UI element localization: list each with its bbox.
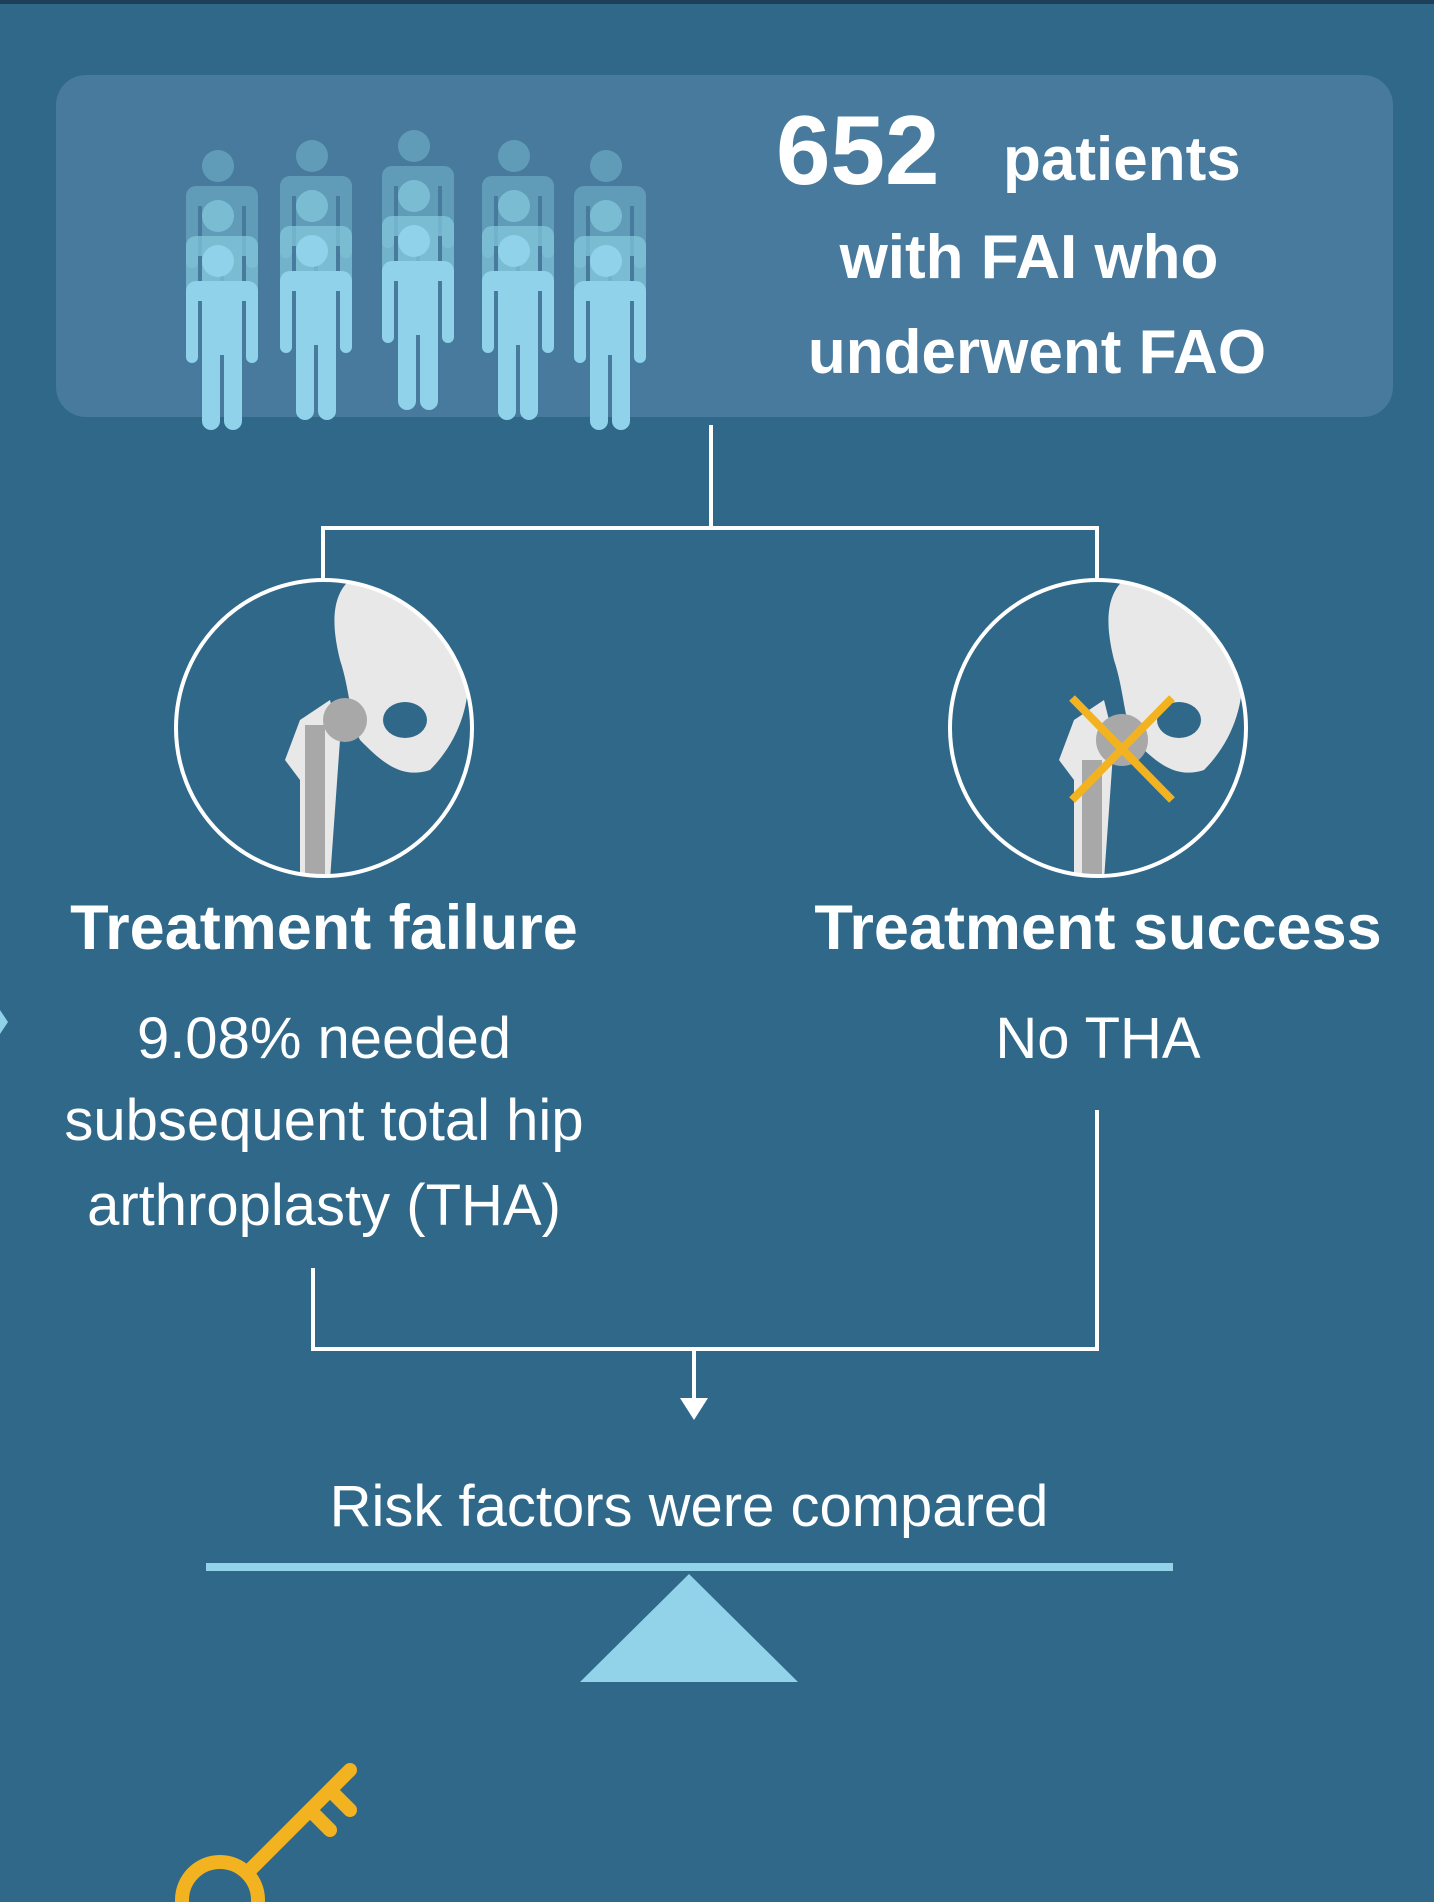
- balance-beam: [206, 1563, 1173, 1571]
- arrow-head: [680, 1398, 708, 1420]
- balance-fulcrum: [580, 1574, 798, 1682]
- branch-text: 9.08% needed: [137, 1006, 511, 1071]
- header-line: underwent FAO: [808, 318, 1266, 387]
- hip-success-icon: [950, 570, 1246, 885]
- infographic: 652 patients with FAI who underwent FAO …: [0, 0, 1434, 1902]
- result-text: Risk factors were compared: [330, 1474, 1049, 1539]
- branch-title: Treatment failure: [70, 893, 578, 963]
- patient-count: 652: [776, 95, 940, 205]
- branch-text: arthroplasty (THA): [87, 1173, 561, 1238]
- branch-title: Treatment success: [814, 893, 1381, 963]
- patient-unit: patients: [1003, 125, 1241, 194]
- hip-failure-icon: [176, 570, 472, 885]
- key-icon: [182, 1770, 350, 1902]
- branch-text: No THA: [995, 1006, 1201, 1071]
- branch-text: subsequent total hip: [64, 1088, 583, 1153]
- side-marker: [0, 1010, 8, 1034]
- top-border: [0, 0, 1434, 4]
- header-line: with FAI who: [839, 223, 1219, 292]
- page: 652 patients with FAI who underwent FAO …: [0, 0, 1434, 1902]
